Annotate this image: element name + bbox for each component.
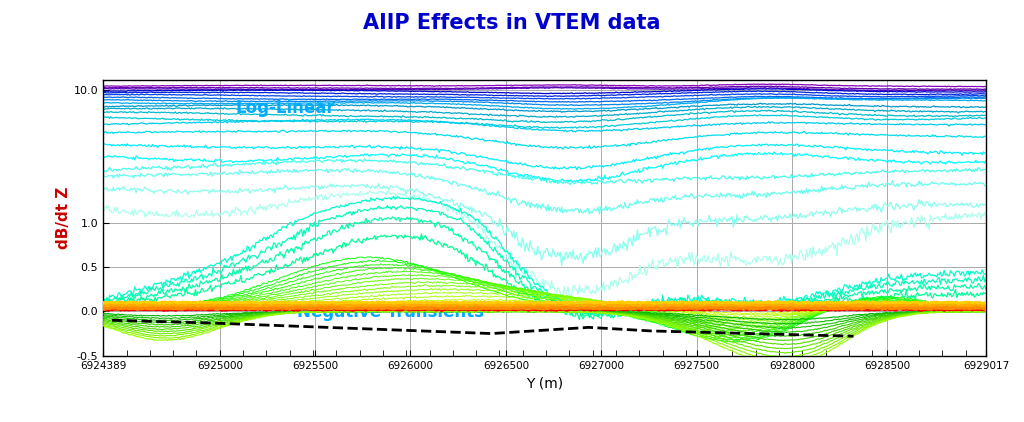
Text: Log-Linear: Log-Linear: [236, 99, 335, 116]
Y-axis label: dB/dt Z: dB/dt Z: [56, 187, 71, 249]
Text: Negative Transients: Negative Transients: [297, 303, 484, 321]
Text: AIIP Effects in VTEM data: AIIP Effects in VTEM data: [364, 13, 660, 32]
X-axis label: Y (m): Y (m): [526, 376, 563, 390]
